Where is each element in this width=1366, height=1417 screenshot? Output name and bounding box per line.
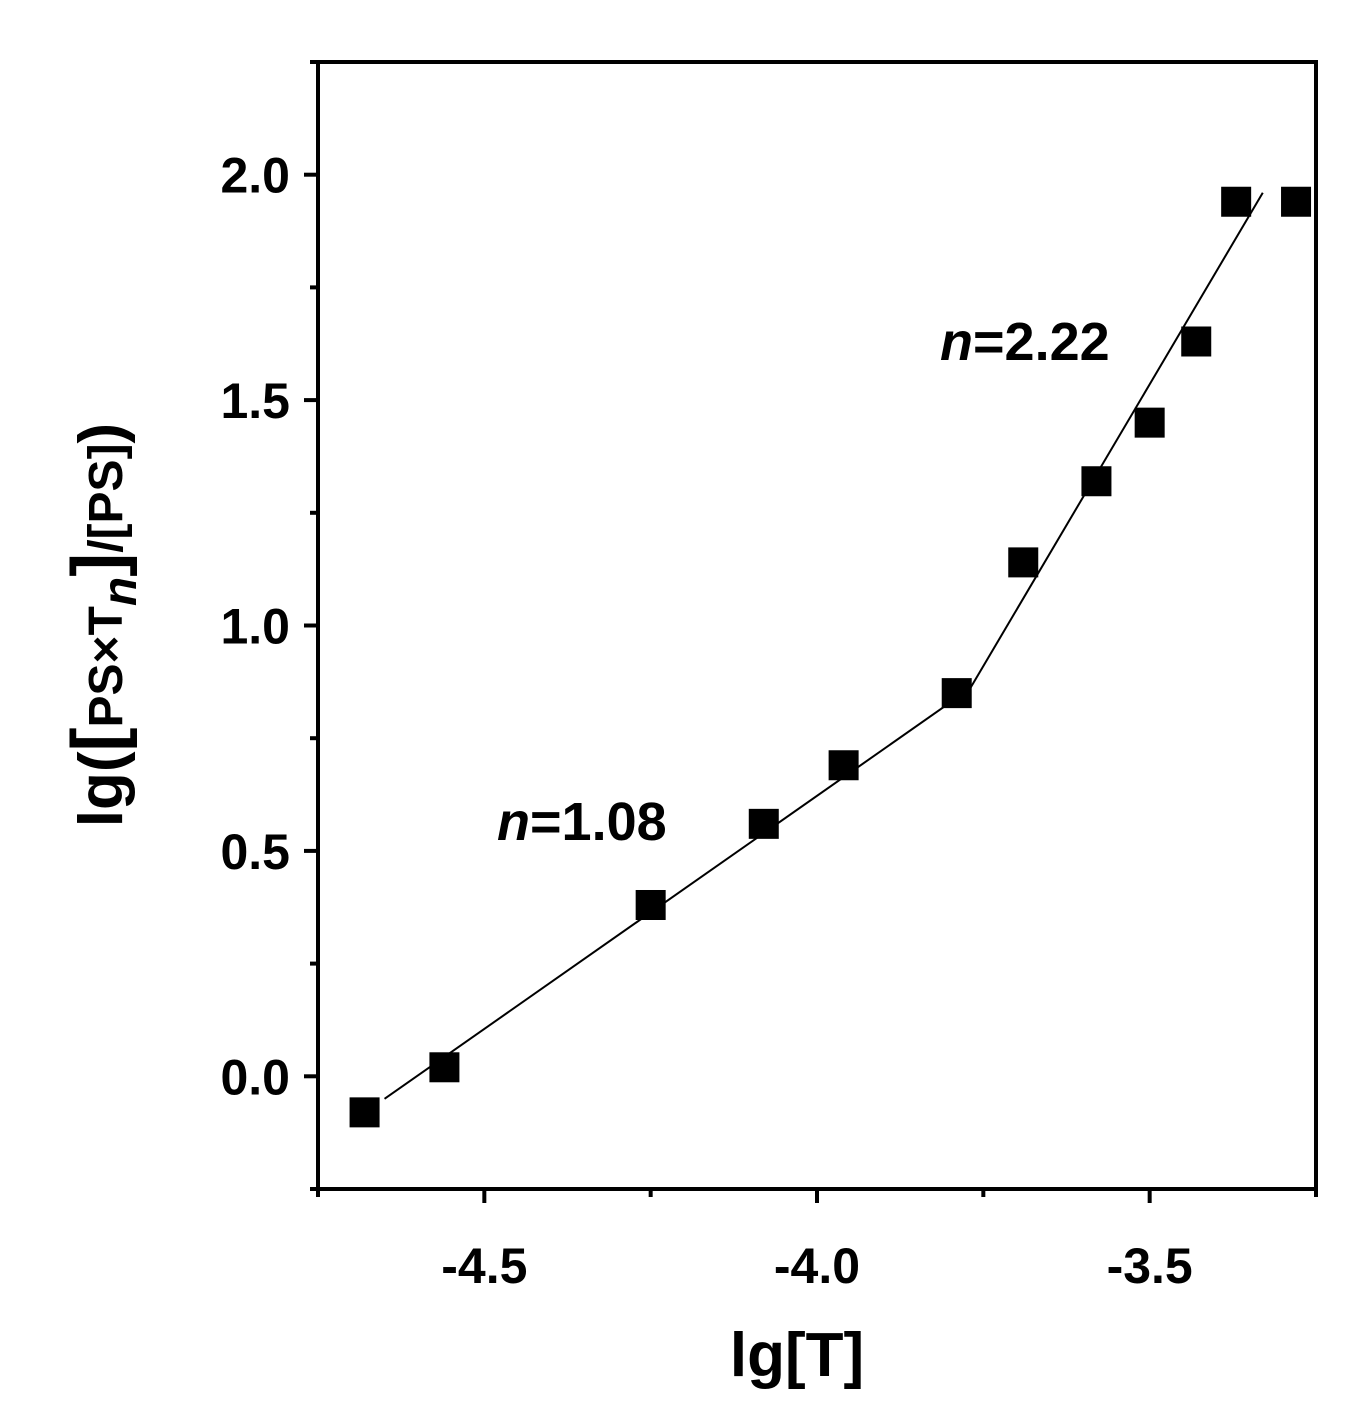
y-axis-ticks: 0.0 0.5 1.0 1.5 2.0 <box>220 60 318 1191</box>
data-point <box>828 750 859 781</box>
y-title-tail: /[PS] <box>80 443 133 552</box>
fit-annotation: n=1.08 <box>497 792 667 852</box>
data-point <box>429 1052 460 1083</box>
x-axis-title: lg[T] <box>730 1321 864 1390</box>
plot-frame <box>316 60 1318 1191</box>
y-title-bracket-open: [ <box>58 727 138 751</box>
y-title-bracket-close: ] <box>58 553 138 577</box>
y-title-suffix: ) <box>67 423 136 444</box>
fit-annotations: n=1.08n=2.22 <box>497 312 1110 852</box>
x-tick-label: -4.0 <box>774 1238 860 1294</box>
y-tick-label: 1.0 <box>220 599 290 655</box>
data-points <box>349 186 1312 1128</box>
fit-line <box>383 687 971 1100</box>
fit-annotation-value: =1.08 <box>530 792 667 852</box>
data-point <box>635 889 666 920</box>
data-point <box>941 678 972 709</box>
fit-annotation-variable: n <box>497 792 530 852</box>
data-point <box>1134 407 1165 438</box>
y-title-subscript: n <box>94 577 147 606</box>
fit-annotation-variable: n <box>940 312 973 372</box>
x-tick-label: -4.5 <box>441 1238 527 1294</box>
fit-annotation: n=2.22 <box>940 312 1110 372</box>
data-point <box>748 808 779 839</box>
fit-annotation-value: =2.22 <box>973 312 1110 372</box>
data-point <box>349 1097 380 1128</box>
y-tick-label: 0.0 <box>220 1049 290 1105</box>
data-point <box>1081 466 1112 497</box>
data-point <box>1221 186 1252 217</box>
data-point <box>1181 326 1212 357</box>
y-tick-label: 0.5 <box>220 824 290 880</box>
data-point <box>1281 186 1312 217</box>
data-point <box>1008 547 1039 578</box>
x-axis-ticks: -4.5 -4.0 -3.5 <box>316 1189 1318 1294</box>
y-axis-title: lg([PS×Tn]/[PS]) <box>58 423 147 827</box>
x-tick-label: -3.5 <box>1107 1238 1193 1294</box>
y-title-prefix: lg( <box>67 751 136 827</box>
fit-lines <box>383 192 1264 1100</box>
y-title-ps: PS×T <box>80 606 133 727</box>
y-tick-label: 1.5 <box>220 373 290 429</box>
y-tick-label: 2.0 <box>220 148 290 204</box>
fit-line <box>969 192 1264 690</box>
